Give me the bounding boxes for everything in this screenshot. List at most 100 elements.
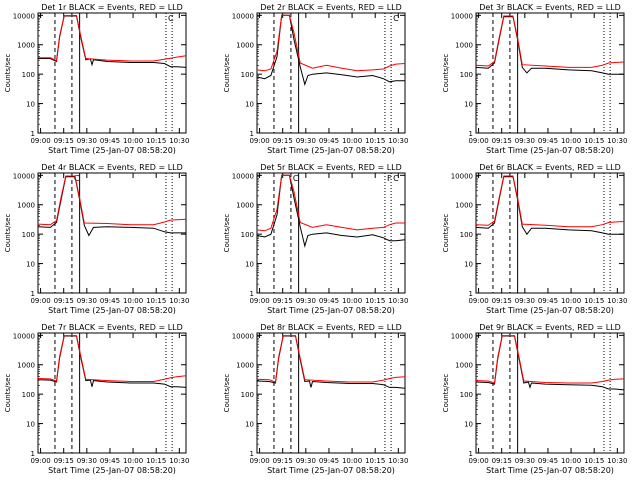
plot-frame [37,12,187,134]
x-tick-label: 09:30 [296,457,316,465]
panel-det-4r: Det 4r BLACK = Events, RED = LLD 1 10 100 10… [4,163,189,315]
y-tick-label: 1000 [236,42,254,50]
x-tick-label: 10:30 [388,297,408,305]
x-axis-label: Start Time (25-Jan-07 08:58:20) [267,466,395,475]
y-tick-label: 10000 [232,12,254,20]
y-tick-label: 10000 [13,332,35,340]
plot-frame [256,332,406,454]
x-tick-label: 09:45 [538,137,558,145]
y-tick-label: 10000 [451,172,473,180]
x-tick-label: 10:30 [169,457,189,465]
series-lld [475,335,625,384]
y-tick-label: 10 [464,101,473,109]
x-tick-label: 09:00 [249,457,269,465]
panel-title: Det 4r BLACK = Events, RED = LLD [41,163,183,172]
time-marker-label: C [393,14,399,23]
y-axis-label: Counts/sec [4,214,12,253]
x-tick-label: 09:00 [468,297,488,305]
x-axis-label: Start Time (25-Jan-07 08:58:20) [267,146,395,155]
x-axis-label: Start Time (25-Jan-07 08:58:20) [48,306,176,315]
x-tick-label: 09:15 [492,457,512,465]
y-tick-label: 1000 [455,42,473,50]
series-lld [256,335,406,383]
y-tick-label: 10 [464,421,473,429]
y-tick-label: 100 [241,71,254,79]
y-axis-label: Counts/sec [223,374,231,413]
y-tick-label: 100 [460,231,473,239]
y-axis-label: Counts/sec [223,54,231,93]
x-tick-label: 09:00 [249,297,269,305]
time-marker-label: C [293,174,299,183]
x-tick-label: 10:15 [146,457,166,465]
x-tick-label: 10:00 [123,457,143,465]
y-tick-label: 100 [241,231,254,239]
y-tick-label: 1000 [455,362,473,370]
y-axis-label: Counts/sec [4,54,12,93]
y-tick-label: 1000 [17,362,35,370]
y-tick-label: 100 [460,71,473,79]
y-tick-label: 1000 [455,202,473,210]
x-tick-label: 09:15 [273,457,293,465]
x-tick-label: 10:15 [146,297,166,305]
time-marker-label: C [74,174,80,183]
x-tick-label: 09:15 [54,297,74,305]
x-tick-label: 09:30 [515,457,535,465]
panel-title: Det 9r BLACK = Events, RED = LLD [479,323,621,332]
y-tick-label: 1 [469,450,473,458]
y-axis-label: Counts/sec [442,54,450,93]
x-tick-label: 09:45 [100,137,120,145]
y-tick-label: 10000 [13,172,35,180]
y-tick-label: 100 [22,231,35,239]
time-marker-label: F [387,174,392,183]
x-tick-label: 09:15 [492,297,512,305]
x-axis-label: Start Time (25-Jan-07 08:58:20) [486,466,614,475]
x-tick-label: 10:00 [123,297,143,305]
y-tick-label: 10 [245,261,254,269]
y-tick-label: 10000 [451,12,473,20]
panel-det-6r: Det 6r BLACK = Events, RED = LLD 1 10 100 10… [442,163,627,315]
x-tick-label: 10:15 [365,457,385,465]
plot-frame [256,12,406,134]
y-tick-label: 10000 [13,12,35,20]
x-tick-label: 09:00 [30,137,50,145]
x-tick-label: 09:00 [249,137,269,145]
x-tick-label: 09:30 [515,297,535,305]
x-tick-label: 10:00 [561,457,581,465]
panel-det-2r: Det 2r BLACK = Events, RED = LLD 1 10 100 10… [223,3,408,155]
x-axis-label: Start Time (25-Jan-07 08:58:20) [267,306,395,315]
panel-title: Det 2r BLACK = Events, RED = LLD [260,3,402,12]
x-tick-label: 09:15 [492,137,512,145]
plot-frame [475,172,625,294]
y-tick-label: 10 [26,101,35,109]
x-tick-label: 10:15 [365,297,385,305]
y-tick-label: 100 [22,71,35,79]
y-tick-label: 1 [31,290,35,298]
x-tick-label: 10:15 [584,297,604,305]
panel-det-7r: Det 7r BLACK = Events, RED = LLD 1 10 100 10… [4,323,189,475]
x-axis-label: Start Time (25-Jan-07 08:58:20) [48,146,176,155]
x-tick-label: 10:30 [169,137,189,145]
y-tick-label: 1 [250,290,254,298]
plot-frame [475,12,625,134]
x-axis-label: Start Time (25-Jan-07 08:58:20) [486,146,614,155]
y-tick-label: 10 [26,261,35,269]
plot-frame [37,332,187,454]
y-tick-label: 1 [250,450,254,458]
panel-title: Det 7r BLACK = Events, RED = LLD [41,323,183,332]
series-lld [256,14,406,72]
x-tick-label: 10:15 [584,457,604,465]
x-tick-label: 10:30 [607,137,627,145]
y-tick-label: 10 [245,101,254,109]
x-tick-label: 10:30 [169,297,189,305]
y-tick-label: 10000 [451,332,473,340]
x-tick-label: 10:00 [342,297,362,305]
y-tick-label: 10 [245,421,254,429]
y-tick-label: 10000 [232,332,254,340]
x-tick-label: 09:30 [77,297,97,305]
series-lld [38,14,187,62]
x-tick-label: 10:30 [388,457,408,465]
y-tick-label: 1000 [236,362,254,370]
series-events [256,14,405,87]
